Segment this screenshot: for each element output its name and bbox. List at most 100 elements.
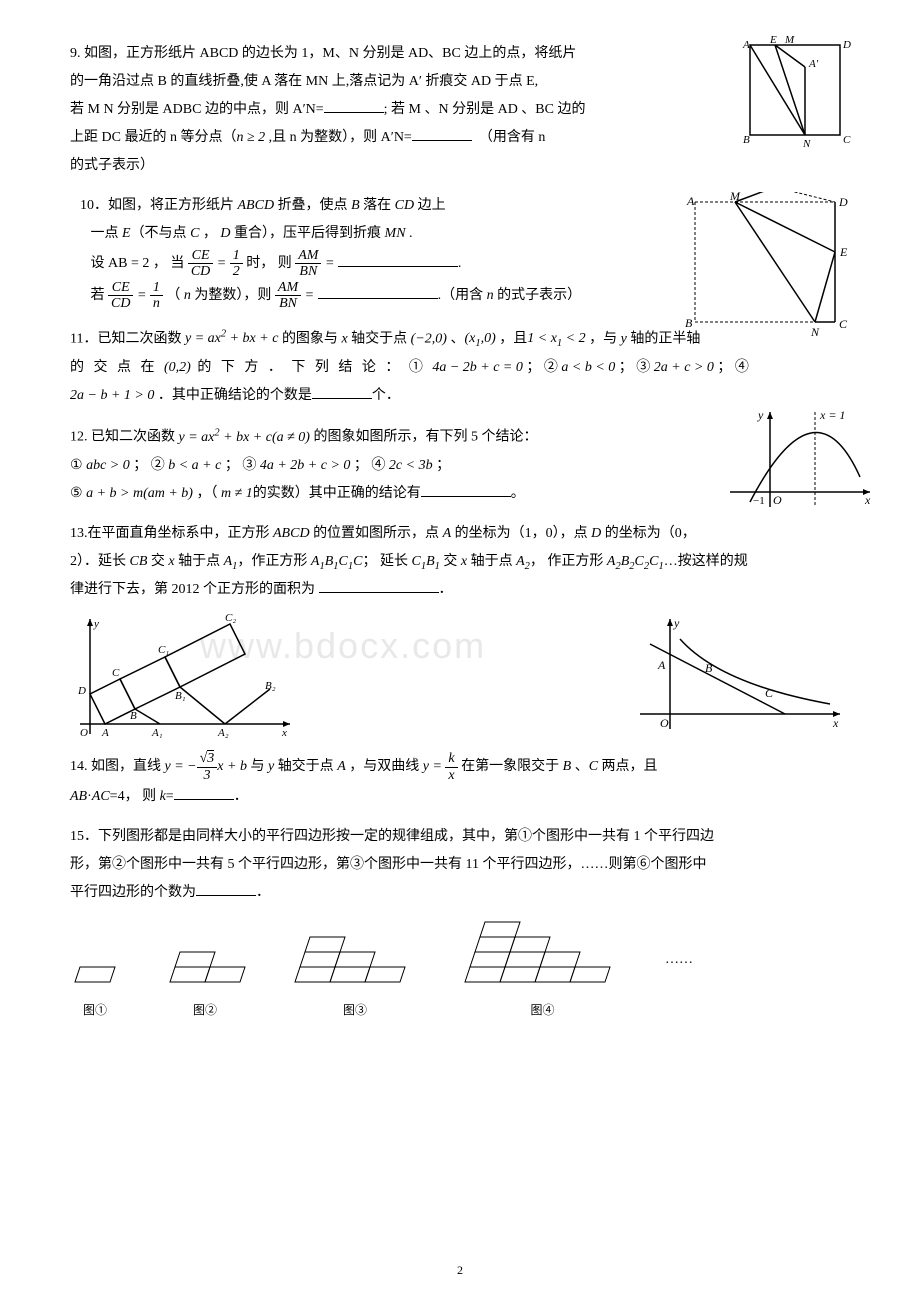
- p14-t1b: 与: [247, 760, 268, 775]
- caption-4: 图④: [460, 998, 625, 1022]
- svg-text:A′: A′: [808, 58, 819, 70]
- p10-MN: MN: [385, 226, 406, 241]
- p13-abcd: ABCD: [273, 526, 310, 541]
- svg-text:E: E: [839, 245, 848, 259]
- svg-text:−1: −1: [753, 495, 765, 507]
- p10-CD: CD: [395, 198, 414, 213]
- problem-14: 14. 如图，直线 y = −√33x + b 与 y 轴交于点 A ，与双曲线…: [70, 751, 850, 811]
- svg-text:x: x: [281, 727, 287, 739]
- p10-n2: n: [487, 288, 494, 303]
- p11-t2d: ； ③: [615, 360, 654, 375]
- p14-t2f: ．: [234, 789, 248, 804]
- svg-text:C: C: [765, 686, 774, 700]
- p12-t2: ①: [70, 458, 86, 473]
- p11-t1d: 、: [447, 331, 465, 346]
- blank: [324, 99, 384, 113]
- svg-text:O: O: [80, 727, 88, 739]
- p12-num: 12.: [70, 430, 88, 445]
- p9-formula: n ≥ 2: [236, 130, 265, 145]
- pattern-2: [160, 947, 250, 987]
- ellipsis: ……: [665, 946, 693, 994]
- svg-text:B: B: [743, 134, 750, 146]
- p11-t1g: 轴的正半轴: [627, 331, 701, 346]
- p9-t3b: ; 若 M 、N 分别是 AD 、BC 边的: [384, 102, 586, 117]
- p13-CB: CB: [130, 554, 148, 569]
- eq: =: [217, 256, 230, 271]
- blank: [312, 385, 372, 399]
- p9-t4b: ,且 n 为整数），则 A′N=: [265, 130, 412, 145]
- p13-t1d: 的坐标为（0，: [601, 526, 696, 541]
- p12-c4: 2c < 3b: [389, 458, 433, 473]
- p12-func: y = ax2 + bx + c(a ≠ 0): [179, 430, 310, 445]
- p14-line2: x + b: [217, 760, 247, 775]
- p13-t2: 2）．延长: [70, 554, 130, 569]
- p10-t3: 设 AB = 2 ， 当: [91, 256, 185, 271]
- svg-text:N: N: [802, 138, 811, 150]
- svg-text:F: F: [772, 192, 781, 195]
- svg-text:O: O: [773, 493, 782, 507]
- p9-t2: 的一角沿过点 B 的直线折叠,使 A 落在 MN 上,落点记为 A′ 折痕交 A…: [70, 74, 538, 89]
- p14-line: y = −: [165, 760, 197, 775]
- p11-t1f: ，与: [586, 331, 621, 346]
- eq: =: [137, 288, 150, 303]
- figure-10: A M F D E B N C: [685, 192, 855, 342]
- p13-A1: A1: [224, 554, 238, 569]
- p11-c4: 2a − b + 1 > 0: [70, 388, 154, 403]
- p11-pt1: (−2,0): [411, 331, 447, 346]
- p12-t3b: ，（: [193, 486, 221, 501]
- blank: [412, 127, 472, 141]
- p14-t1f: 、: [571, 760, 589, 775]
- p14-C: C: [589, 760, 598, 775]
- svg-text:A: A: [101, 727, 109, 739]
- p15-t2: 形，第②个图形中一共有 5 个平行四边形，第③个图形中一共有 11 个平行四边形…: [70, 857, 706, 872]
- p13-t2g: 轴于点: [467, 554, 516, 569]
- problem-15: 15．下列图形都是由同样大小的平行四边形按一定的规律组成，其中，第①个图形中一共…: [70, 823, 850, 1022]
- svg-text:y: y: [673, 616, 680, 630]
- p11-t2c: ； ②: [523, 360, 562, 375]
- frac-sqrt3-3: √33: [197, 751, 218, 783]
- p12-t3: ⑤: [70, 486, 86, 501]
- p10-t1: 如图，将正方形纸片: [108, 198, 238, 213]
- svg-text:E: E: [769, 35, 777, 46]
- p14-num: 14.: [70, 760, 88, 775]
- p13-sq2: A2B2C2C1: [607, 554, 664, 569]
- svg-text:y: y: [757, 408, 764, 422]
- p11-t2b: 的 下 方 ． 下 列 结 论 ： ①: [191, 360, 433, 375]
- p12-t1: 已知二次函数: [88, 430, 179, 445]
- svg-text:D: D: [842, 39, 851, 51]
- svg-text:B: B: [130, 710, 137, 722]
- p14-AC: AC: [92, 789, 110, 804]
- svg-text:A₁: A₁: [151, 727, 163, 739]
- p9-t4: 上距 DC 最近的 n 等分点（: [70, 130, 236, 145]
- p15-t3: 平行四边形的个数为: [70, 885, 196, 900]
- figure-13-right: y A B C O x: [630, 609, 850, 739]
- p9-t4c: （用含有 n: [479, 130, 546, 145]
- svg-text:y: y: [93, 618, 99, 630]
- p13-t1c: 的坐标为（1，0），点: [451, 526, 591, 541]
- eq: =: [325, 256, 338, 271]
- p14-t1c: 轴交于点: [274, 760, 337, 775]
- figure-9: A E M D A′ B N C: [735, 35, 855, 155]
- p10-n: n: [184, 288, 191, 303]
- p14-t1e: 在第一象限交于: [458, 760, 563, 775]
- p13-t1b: 的位置如图所示，点: [310, 526, 443, 541]
- svg-text:D: D: [77, 685, 86, 697]
- pattern-4: [460, 917, 625, 987]
- p10-B: B: [351, 198, 360, 213]
- p10-t4b: （: [166, 288, 184, 303]
- blank: [174, 786, 234, 800]
- svg-text:M: M: [784, 35, 795, 46]
- p13-t2e: ； 延长: [362, 554, 411, 569]
- p12-t3c: 的实数）其中正确的结论有: [253, 486, 421, 501]
- p10-C: C: [190, 226, 199, 241]
- p11-t3c: 个．: [372, 388, 400, 403]
- p12-c5c: m ≠ 1: [221, 486, 253, 501]
- p10-E: E: [122, 226, 131, 241]
- p13-t2b: 交: [147, 554, 168, 569]
- p10-abcd: ABCD: [238, 198, 275, 213]
- svg-text:C₁: C₁: [158, 644, 169, 656]
- svg-text:x: x: [832, 716, 839, 730]
- caption-3: 图③: [290, 998, 420, 1022]
- p10-t3c: .: [458, 256, 462, 271]
- frac-am-bn: AMBN: [295, 248, 321, 280]
